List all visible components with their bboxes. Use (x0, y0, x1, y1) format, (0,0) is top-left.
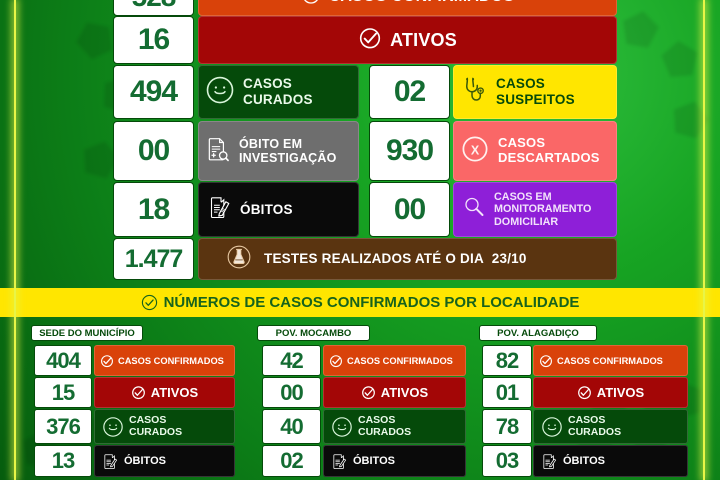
svg-text:X: X (471, 143, 480, 157)
